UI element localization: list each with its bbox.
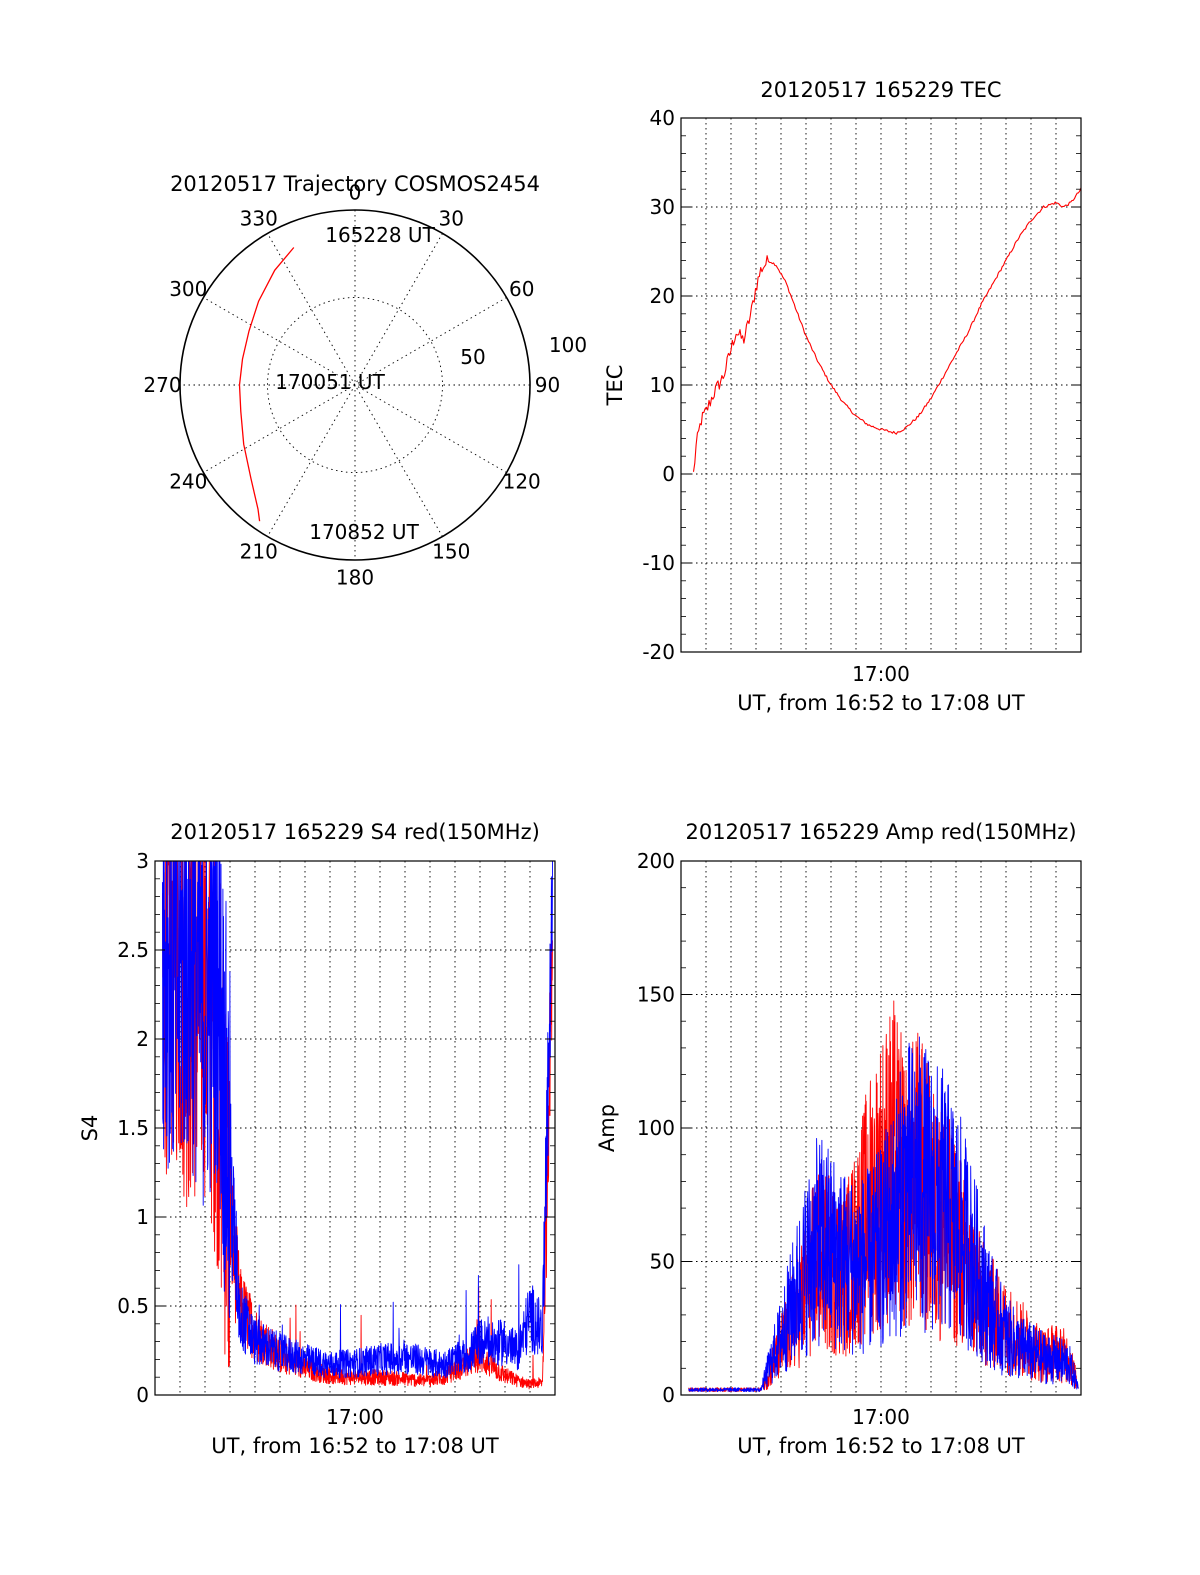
amp-series [688,1000,1079,1393]
amp-plot: 20120517 165229 Amp red(150MHz) 0 50 100 15… [595,820,1082,1458]
s4-title: 20120517 165229 S4 red(150MHz) [170,820,540,844]
tec-grid [681,118,1081,652]
s4-ytick-label: 1 [136,1205,149,1229]
tec-ytick-label: 30 [650,195,675,219]
amp-ytick-label: 200 [637,849,675,873]
azimuth-label: 300 [169,277,207,301]
s4-xlabel: UT, from 16:52 to 17:08 UT [211,1434,499,1458]
s4-ytick-label: 3 [136,849,149,873]
amp-xlabel: UT, from 16:52 to 17:08 UT [737,1434,1025,1458]
trajectory-line [238,247,295,522]
azimuth-labels: 0 30 60 90 120 150 180 210 240 270 300 330 [143,181,560,590]
azimuth-label: 90 [535,373,560,397]
azimuth-label: 330 [240,206,278,230]
tec-plot: 20120517 165229 TEC -20 -10 0 10 20 30 40 17:00… [603,78,1082,715]
amp-ytick-label: 100 [637,1116,675,1140]
s4-ytick-label: 2.5 [117,938,149,962]
amp-title: 20120517 165229 Amp red(150MHz) [685,820,1076,844]
s4-ytick-label: 1.5 [117,1116,149,1140]
azimuth-label: 30 [439,206,464,230]
tec-series-line [692,187,1082,472]
s4-xtick-label: 17:00 [326,1405,384,1429]
tec-title: 20120517 165229 TEC [760,78,1001,102]
trajectory-track [238,247,295,522]
amp-ytick-label: 150 [637,983,675,1007]
amp-ticks: 0 50 100 150 200 17:00 [637,849,1081,1429]
tec-ytick-label: 40 [650,106,675,130]
tec-series [692,187,1082,472]
trajectory-annotation: 170852 UT [309,520,419,544]
tec-ytick-label: 0 [662,462,675,486]
s4-series-line [162,860,553,1379]
polar-ring-50 [267,297,443,473]
azimuth-label: 240 [169,469,207,493]
polar-spoke-150 [267,233,443,537]
trajectory-title: 20120517 Trajectory COSMOS2454 [170,172,540,196]
azimuth-label: 210 [240,540,278,564]
tec-ytick-label: 10 [650,373,675,397]
radial-labels: 50 100 [460,333,587,369]
s4-grid [155,861,555,1395]
amp-xtick-label: 17:00 [852,1405,910,1429]
s4-ytick-label: 0 [136,1383,149,1407]
azimuth-label: 180 [336,566,374,590]
azimuth-label: 270 [143,373,181,397]
amp-ytick-label: 50 [650,1250,675,1274]
azimuth-label: 0 [349,181,362,205]
s4-ticks: 0 0.5 1 1.5 2 2.5 3 17:00 [117,849,555,1429]
amp-ytick-label: 0 [662,1383,675,1407]
tec-xtick-label: 17:00 [852,662,910,686]
tec-ytick-label: 20 [650,284,675,308]
s4-plot: 20120517 165229 S4 red(150MHz) 0 0.5 1 1.5 2… [78,820,556,1458]
radial-label: 100 [549,333,587,357]
polar-grid [180,210,530,560]
azimuth-label: 150 [432,540,470,564]
azimuth-label: 120 [503,469,541,493]
amp-ylabel: Amp [595,1104,619,1152]
polar-outer-circle [179,209,531,561]
s4-ytick-label: 0.5 [117,1294,149,1318]
trajectory-annotation: 165228 UT [325,223,435,247]
tec-ylabel: TEC [603,365,627,407]
amp-series-line [688,1036,1079,1393]
radial-label: 50 [460,345,485,369]
s4-series [162,860,553,1390]
tec-ytick-label: -20 [642,640,675,664]
tec-ticks: -20 -10 0 10 20 30 40 17:00 [642,106,1081,686]
trajectory-annotation: 170051 UT [275,370,385,394]
azimuth-label: 60 [509,277,534,301]
tec-ytick-label: -10 [642,551,675,575]
trajectory-plot: 20120517 Trajectory COSMOS2454 0 30 60 90 12… [143,172,587,590]
s4-ytick-label: 2 [136,1027,149,1051]
trajectory-annotations: 165228 UT 170051 UT 170852 UT [275,223,435,544]
tec-xlabel: UT, from 16:52 to 17:08 UT [737,691,1025,715]
s4-ylabel: S4 [78,1115,102,1142]
